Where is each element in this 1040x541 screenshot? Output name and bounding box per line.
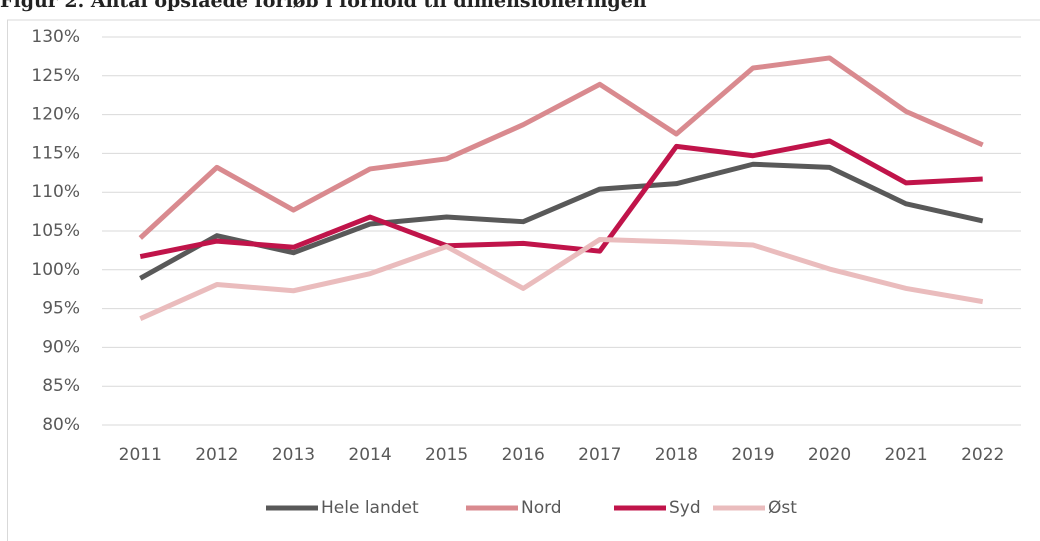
x-tick-label: 2020 [808,445,851,465]
y-tick-label: 105% [31,221,80,241]
line-series [139,237,984,321]
legend-label: Syd [669,498,701,518]
legend-label: Nord [521,498,562,518]
y-tick-label: 85% [42,376,80,396]
x-tick-label: 2018 [655,445,698,465]
x-tick-label: 2022 [961,445,1004,465]
y-tick-label: 125% [31,66,80,86]
x-tick-label: 2015 [425,445,468,465]
y-tick-label: 80% [42,415,80,435]
x-tick-label: 2014 [348,445,391,465]
x-tick-label: 2019 [731,445,774,465]
chart-title: Figur 2. Antal opslåede forløb i forhold… [0,0,647,12]
x-tick-label: 2021 [884,445,927,465]
y-tick-label: 110% [31,182,80,202]
y-tick-label: 120% [31,105,80,125]
line-series [139,138,983,260]
y-tick-label: 90% [42,337,80,357]
y-tick-label: 115% [31,143,80,163]
x-tick-label: 2012 [195,445,238,465]
x-tick-label: 2011 [119,445,162,465]
x-tick-label: 2013 [272,445,315,465]
line-series [138,55,984,240]
legend-label: Øst [768,498,797,518]
legend-label: Hele landet [321,498,419,518]
chart-frame [7,19,1040,541]
y-tick-label: 95% [42,299,80,319]
line-series [139,161,984,281]
y-tick-label: 130% [31,27,80,47]
x-tick-label: 2017 [578,445,621,465]
y-tick-label: 100% [31,260,80,280]
x-tick-label: 2016 [502,445,545,465]
